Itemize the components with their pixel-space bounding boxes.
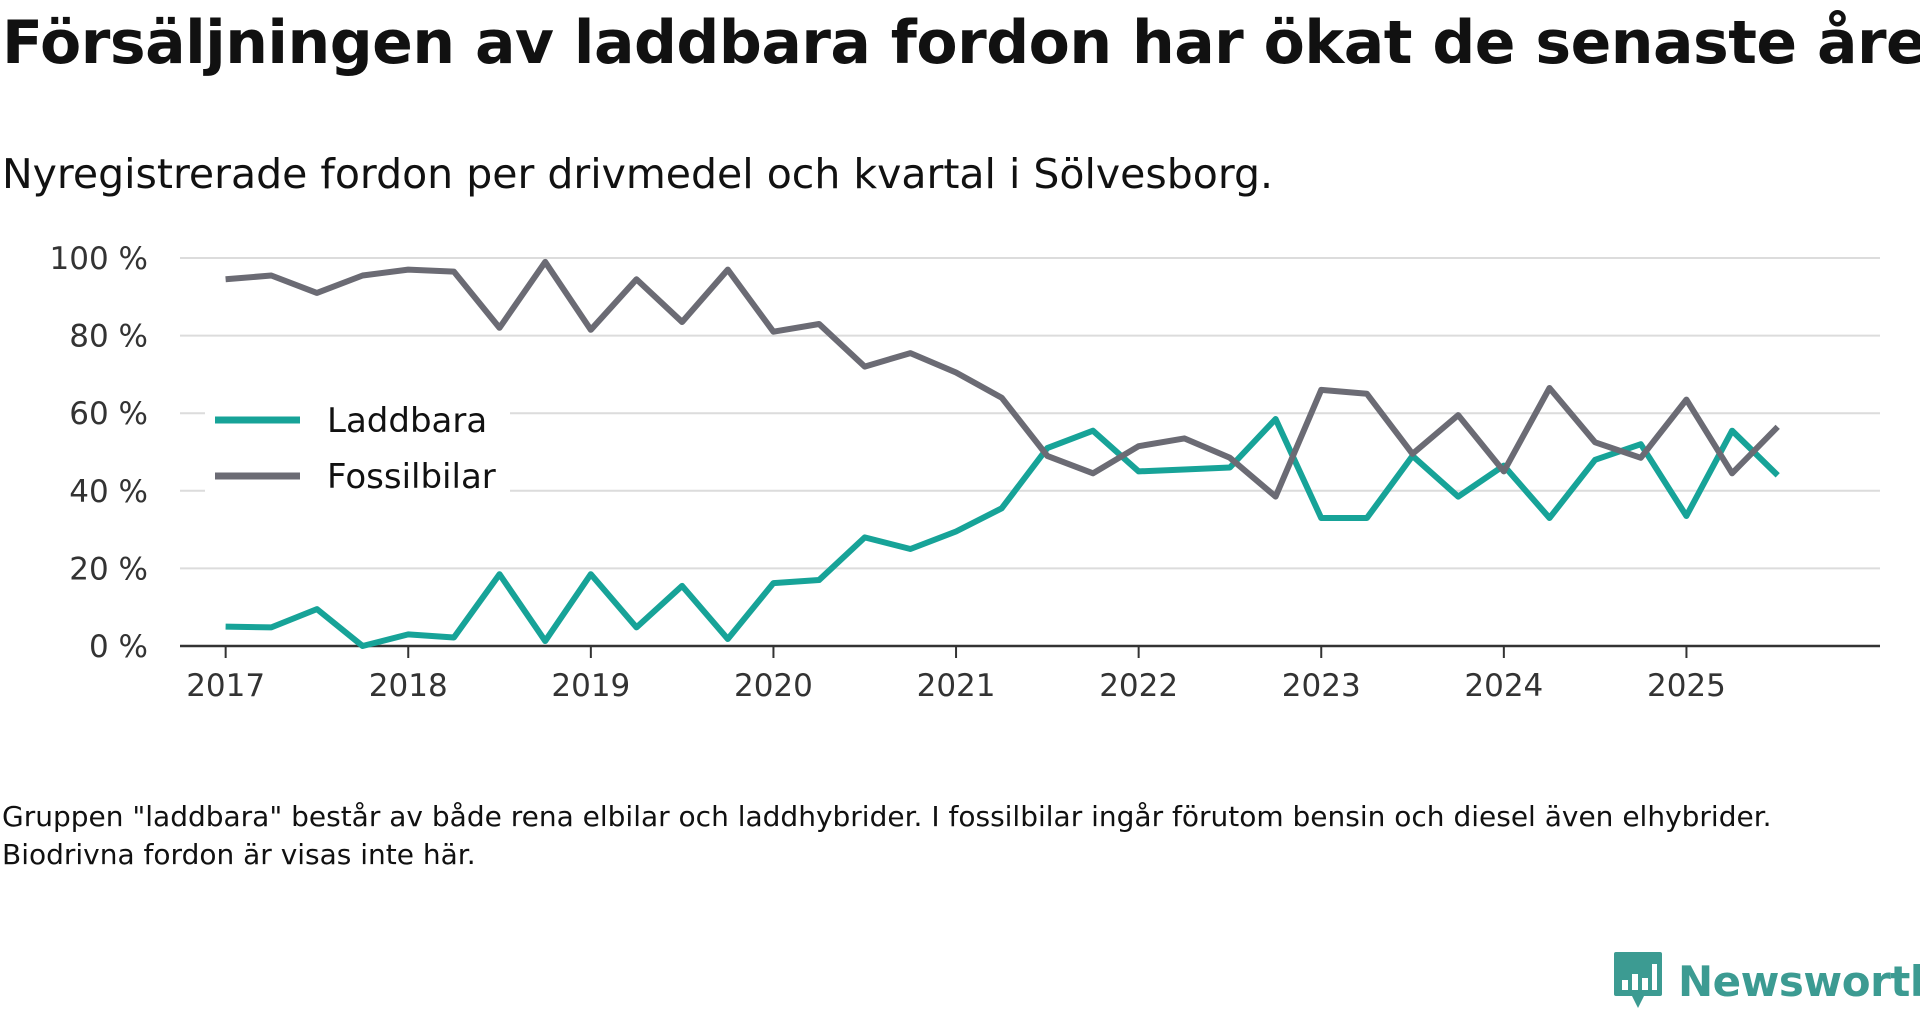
y-tick-label: 40 % — [69, 474, 148, 510]
y-tick-label: 60 % — [69, 396, 148, 432]
footnote: Gruppen "laddbara" består av både rena e… — [2, 800, 1772, 871]
legend-label-fossilbilar: Fossilbilar — [327, 457, 496, 497]
x-tick-label: 2023 — [1282, 668, 1361, 704]
newsworthy-logo[interactable]: Newsworthy — [1612, 950, 1920, 1012]
legend-label-laddbara: Laddbara — [327, 401, 487, 441]
x-tick-label: 2020 — [734, 668, 813, 704]
newsworthy-logo-text: Newsworthy — [1678, 956, 1920, 1006]
x-tick-label: 2018 — [369, 668, 448, 704]
y-tick-label: 20 % — [69, 551, 148, 587]
line-chart: 0 % 20 % 40 % 60 % 80 % 100 % 2017 2018 2019 2020… — [50, 241, 1880, 704]
x-tick-label: 2022 — [1099, 668, 1178, 704]
legend: Laddbara Fossilbilar — [205, 398, 510, 510]
series-line-fossilbilar — [225, 258, 1780, 500]
chart-title: Försäljningen av laddbara fordon har öka… — [2, 8, 1920, 78]
axes: 0 % 20 % 40 % 60 % 80 % 100 % 2017 2018 2019 2020… — [50, 241, 1880, 704]
y-tick-label: 0 % — [89, 629, 148, 665]
x-tick-label: 2025 — [1647, 668, 1726, 704]
series-lines — [225, 258, 1780, 649]
newsworthy-logo-icon — [1614, 952, 1662, 1008]
grid-lines — [180, 257, 1880, 570]
series-line-laddbara — [225, 416, 1780, 649]
x-tick-label: 2024 — [1464, 668, 1543, 704]
y-tick-label: 100 % — [50, 241, 148, 277]
x-tick-label: 2019 — [551, 668, 630, 704]
x-tick-label: 2017 — [186, 668, 265, 704]
y-tick-label: 80 % — [69, 319, 148, 355]
x-tick-label: 2021 — [917, 668, 996, 704]
chart-subtitle: Nyregistrerade fordon per drivmedel och … — [2, 150, 1274, 198]
